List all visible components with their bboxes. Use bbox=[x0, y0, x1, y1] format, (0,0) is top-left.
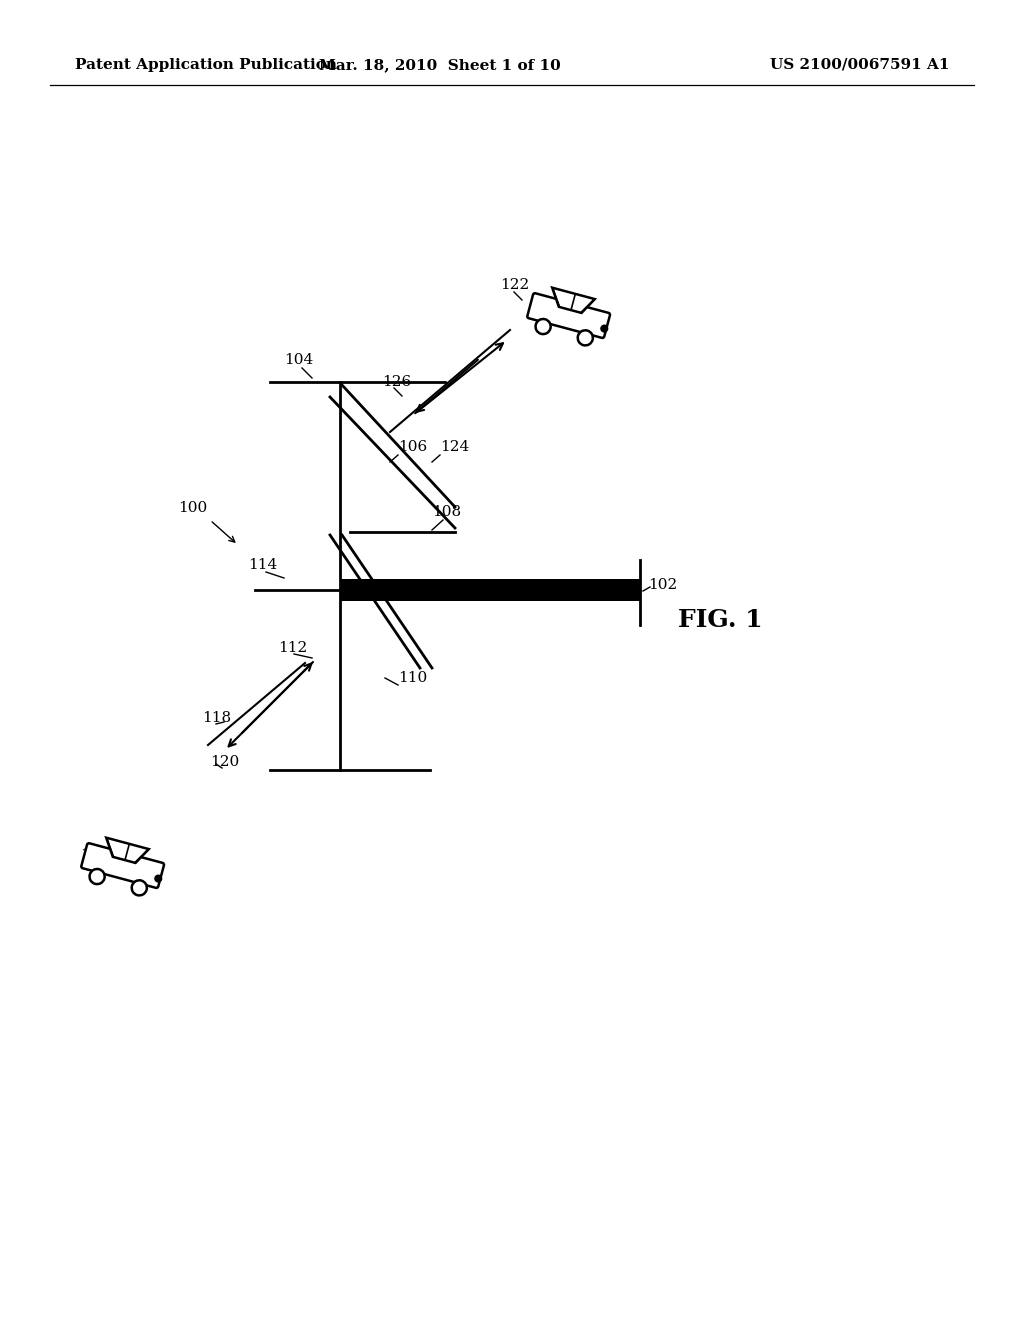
Text: Mar. 18, 2010  Sheet 1 of 10: Mar. 18, 2010 Sheet 1 of 10 bbox=[319, 58, 561, 73]
Text: 102: 102 bbox=[648, 578, 677, 591]
Text: 106: 106 bbox=[398, 440, 427, 454]
Text: 108: 108 bbox=[432, 506, 461, 519]
Text: 126: 126 bbox=[382, 375, 412, 389]
Text: Patent Application Publication: Patent Application Publication bbox=[75, 58, 337, 73]
Polygon shape bbox=[106, 838, 148, 863]
Text: 116: 116 bbox=[80, 847, 110, 862]
Text: 124: 124 bbox=[440, 440, 469, 454]
Text: 100: 100 bbox=[178, 502, 207, 515]
Circle shape bbox=[132, 880, 146, 895]
Polygon shape bbox=[552, 288, 595, 313]
Circle shape bbox=[601, 325, 607, 331]
Text: 112: 112 bbox=[278, 642, 307, 655]
Text: 104: 104 bbox=[284, 352, 313, 367]
Text: 120: 120 bbox=[210, 755, 240, 770]
FancyBboxPatch shape bbox=[527, 293, 610, 338]
Circle shape bbox=[155, 875, 162, 882]
Circle shape bbox=[578, 330, 593, 346]
Text: 118: 118 bbox=[202, 711, 231, 725]
Circle shape bbox=[536, 319, 551, 334]
Text: FIG. 1: FIG. 1 bbox=[678, 609, 762, 632]
Circle shape bbox=[89, 869, 104, 884]
FancyBboxPatch shape bbox=[81, 843, 164, 888]
Text: 114: 114 bbox=[248, 558, 278, 572]
Bar bbox=[340, 579, 640, 601]
Text: 122: 122 bbox=[500, 279, 529, 292]
Text: US 2100/0067591 A1: US 2100/0067591 A1 bbox=[770, 58, 950, 73]
Text: 110: 110 bbox=[398, 671, 427, 685]
